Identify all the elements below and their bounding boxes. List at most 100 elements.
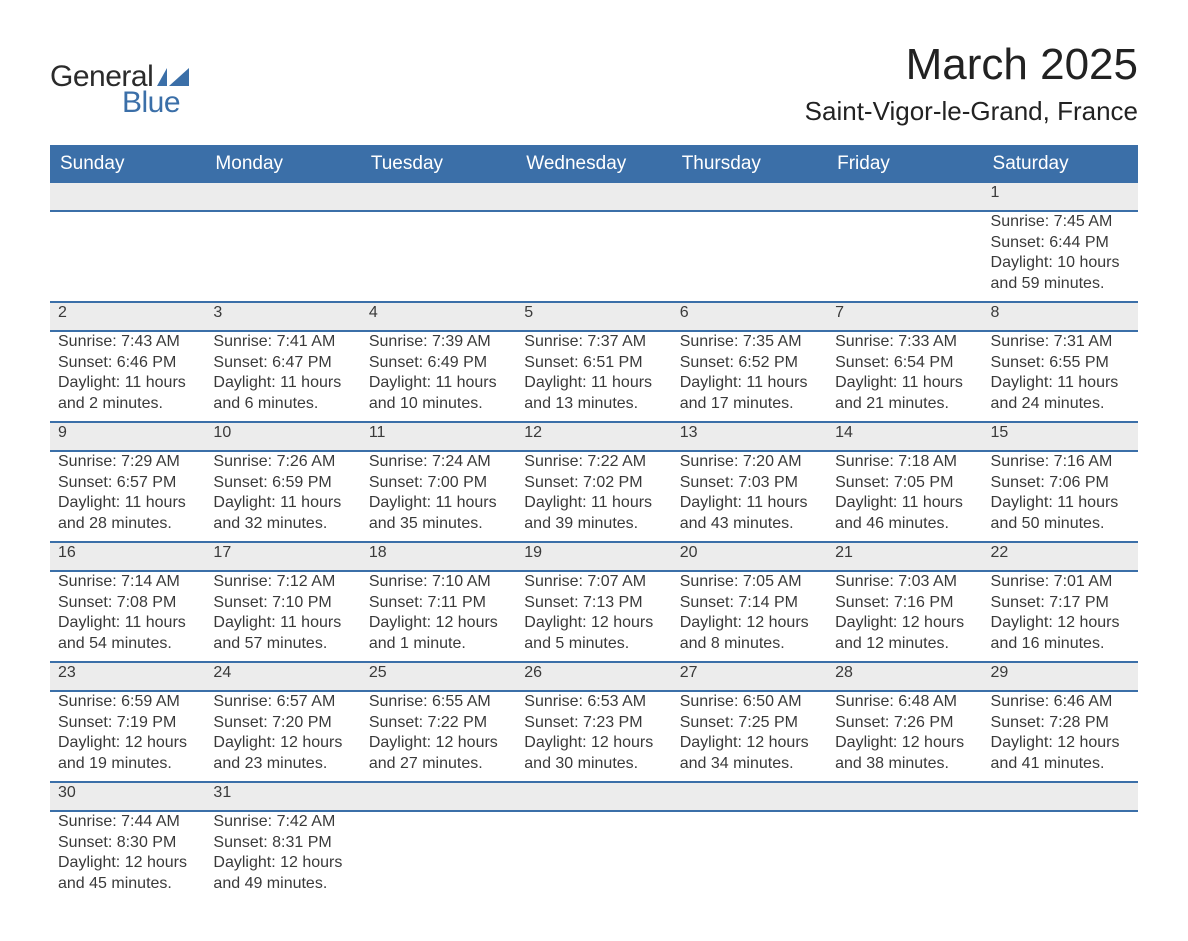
sunset-text: Sunset: 7:20 PM	[213, 713, 352, 734]
day-number-cell: 1	[983, 182, 1138, 211]
daylight-text-1: Daylight: 11 hours	[213, 373, 352, 394]
day-header: Wednesday	[516, 146, 671, 182]
daylight-text-1: Daylight: 11 hours	[369, 373, 508, 394]
day-number-cell: 19	[516, 542, 671, 571]
daylight-text-2: and 59 minutes.	[991, 274, 1130, 295]
daylight-text-2: and 30 minutes.	[524, 754, 663, 775]
day-number-cell: 29	[983, 662, 1138, 691]
day-number-cell	[983, 782, 1138, 811]
day-data-cell: Sunrise: 7:14 AMSunset: 7:08 PMDaylight:…	[50, 571, 205, 662]
sunrise-text: Sunrise: 6:57 AM	[213, 692, 352, 713]
daylight-text-1: Daylight: 11 hours	[524, 493, 663, 514]
sunrise-text: Sunrise: 6:48 AM	[835, 692, 974, 713]
day-data-cell: Sunrise: 7:20 AMSunset: 7:03 PMDaylight:…	[672, 451, 827, 542]
daylight-text-2: and 41 minutes.	[991, 754, 1130, 775]
daylight-text-1: Daylight: 10 hours	[991, 253, 1130, 274]
sunset-text: Sunset: 6:57 PM	[58, 473, 197, 494]
sunset-text: Sunset: 7:19 PM	[58, 713, 197, 734]
daylight-text-1: Daylight: 11 hours	[369, 493, 508, 514]
day-data-cell	[205, 211, 360, 302]
day-data-cell: Sunrise: 7:01 AMSunset: 7:17 PMDaylight:…	[983, 571, 1138, 662]
daylight-text-1: Daylight: 11 hours	[213, 493, 352, 514]
sunset-text: Sunset: 7:02 PM	[524, 473, 663, 494]
daylight-text-1: Daylight: 12 hours	[835, 733, 974, 754]
day-number-cell: 28	[827, 662, 982, 691]
daylight-text-2: and 21 minutes.	[835, 394, 974, 415]
day-number-cell: 10	[205, 422, 360, 451]
day-number-cell: 24	[205, 662, 360, 691]
daynum-row: 23242526272829	[50, 662, 1138, 691]
day-number-cell: 16	[50, 542, 205, 571]
day-data-cell: Sunrise: 6:50 AMSunset: 7:25 PMDaylight:…	[672, 691, 827, 782]
sunrise-text: Sunrise: 7:35 AM	[680, 332, 819, 353]
sunset-text: Sunset: 7:03 PM	[680, 473, 819, 494]
daylight-text-1: Daylight: 11 hours	[58, 373, 197, 394]
sunrise-text: Sunrise: 7:39 AM	[369, 332, 508, 353]
brand-text-2: Blue	[122, 86, 180, 120]
sunrise-text: Sunrise: 6:53 AM	[524, 692, 663, 713]
daylight-text-1: Daylight: 12 hours	[524, 613, 663, 634]
day-data-cell: Sunrise: 7:03 AMSunset: 7:16 PMDaylight:…	[827, 571, 982, 662]
sunrise-text: Sunrise: 7:12 AM	[213, 572, 352, 593]
sunrise-text: Sunrise: 7:24 AM	[369, 452, 508, 473]
sunrise-text: Sunrise: 7:41 AM	[213, 332, 352, 353]
daynum-row: 2345678	[50, 302, 1138, 331]
sunset-text: Sunset: 7:10 PM	[213, 593, 352, 614]
sunset-text: Sunset: 6:44 PM	[991, 233, 1130, 254]
day-number-cell	[672, 182, 827, 211]
day-data-cell: Sunrise: 7:33 AMSunset: 6:54 PMDaylight:…	[827, 331, 982, 422]
day-number-cell: 30	[50, 782, 205, 811]
daylight-text-1: Daylight: 12 hours	[835, 613, 974, 634]
sunrise-text: Sunrise: 6:59 AM	[58, 692, 197, 713]
sunrise-text: Sunrise: 7:26 AM	[213, 452, 352, 473]
day-number-cell: 20	[672, 542, 827, 571]
day-data-cell: Sunrise: 7:07 AMSunset: 7:13 PMDaylight:…	[516, 571, 671, 662]
daylight-text-1: Daylight: 12 hours	[991, 613, 1130, 634]
sunrise-text: Sunrise: 6:50 AM	[680, 692, 819, 713]
sunset-text: Sunset: 7:23 PM	[524, 713, 663, 734]
sunset-text: Sunset: 6:51 PM	[524, 353, 663, 374]
daylight-text-1: Daylight: 12 hours	[680, 733, 819, 754]
day-data-cell: Sunrise: 6:55 AMSunset: 7:22 PMDaylight:…	[361, 691, 516, 782]
daylight-text-2: and 2 minutes.	[58, 394, 197, 415]
daylight-text-2: and 35 minutes.	[369, 514, 508, 535]
day-number-cell: 2	[50, 302, 205, 331]
sunset-text: Sunset: 6:52 PM	[680, 353, 819, 374]
daylight-text-2: and 23 minutes.	[213, 754, 352, 775]
daylight-text-2: and 10 minutes.	[369, 394, 508, 415]
sunset-text: Sunset: 6:55 PM	[991, 353, 1130, 374]
day-data-cell: Sunrise: 6:59 AMSunset: 7:19 PMDaylight:…	[50, 691, 205, 782]
day-number-cell: 31	[205, 782, 360, 811]
day-data-cell: Sunrise: 7:37 AMSunset: 6:51 PMDaylight:…	[516, 331, 671, 422]
sunset-text: Sunset: 7:05 PM	[835, 473, 974, 494]
daylight-text-2: and 38 minutes.	[835, 754, 974, 775]
day-header: Saturday	[983, 146, 1138, 182]
day-data-cell: Sunrise: 7:10 AMSunset: 7:11 PMDaylight:…	[361, 571, 516, 662]
day-header: Friday	[827, 146, 982, 182]
day-data-cell	[827, 211, 982, 302]
day-number-cell: 13	[672, 422, 827, 451]
header: General Blue March 2025 Saint-Vigor-le-G…	[50, 40, 1138, 127]
daylight-text-1: Daylight: 11 hours	[680, 493, 819, 514]
day-number-cell: 21	[827, 542, 982, 571]
daylight-text-1: Daylight: 11 hours	[835, 493, 974, 514]
daylight-text-2: and 19 minutes.	[58, 754, 197, 775]
daynum-row: 1	[50, 182, 1138, 211]
daylight-text-2: and 49 minutes.	[213, 874, 352, 895]
daylight-text-2: and 13 minutes.	[524, 394, 663, 415]
day-data-cell: Sunrise: 7:43 AMSunset: 6:46 PMDaylight:…	[50, 331, 205, 422]
day-header: Sunday	[50, 146, 205, 182]
day-data-cell: Sunrise: 7:05 AMSunset: 7:14 PMDaylight:…	[672, 571, 827, 662]
brand-logo: General Blue	[50, 60, 191, 120]
sunrise-text: Sunrise: 7:10 AM	[369, 572, 508, 593]
sunset-text: Sunset: 7:00 PM	[369, 473, 508, 494]
calendar-table: Sunday Monday Tuesday Wednesday Thursday…	[50, 145, 1138, 901]
day-data-row: Sunrise: 7:45 AMSunset: 6:44 PMDaylight:…	[50, 211, 1138, 302]
daylight-text-1: Daylight: 12 hours	[369, 613, 508, 634]
day-data-cell	[516, 811, 671, 901]
daylight-text-1: Daylight: 11 hours	[680, 373, 819, 394]
day-number-cell	[50, 182, 205, 211]
daylight-text-2: and 50 minutes.	[991, 514, 1130, 535]
location-subtitle: Saint-Vigor-le-Grand, France	[805, 96, 1138, 127]
day-data-cell: Sunrise: 7:26 AMSunset: 6:59 PMDaylight:…	[205, 451, 360, 542]
